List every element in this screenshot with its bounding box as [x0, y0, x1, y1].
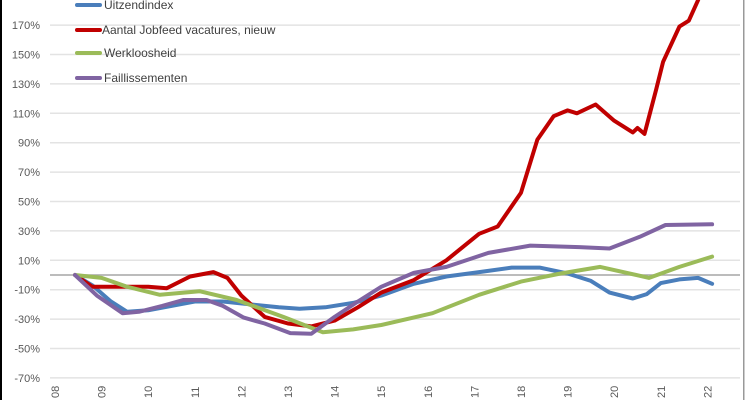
y-tick-label: -30%	[14, 314, 40, 326]
legend: Uitzendindex Aantal Jobfeed vacatures, n…	[75, 0, 276, 85]
legend-label-werkloosheid: Werkloosheid	[104, 46, 176, 60]
x-tick-label: 19	[563, 386, 575, 398]
x-tick-label: 09	[97, 386, 109, 398]
series-line-faillissementen	[73, 222, 715, 336]
x-tick-label: 13	[283, 386, 295, 398]
y-tick-label: 150%	[12, 50, 40, 62]
frame-left-border	[0, 0, 2, 400]
y-tick-label: -70%	[14, 373, 40, 385]
x-tick-label: 21	[656, 386, 668, 398]
y-tick-label: 130%	[12, 79, 40, 91]
frame-right-border	[743, 0, 745, 400]
legend-label-faillissementen: Faillissementen	[104, 71, 187, 85]
series-line-aantal-jobfeed-vacatures-nieuw	[73, 0, 701, 329]
x-tick-label: 08	[50, 386, 62, 398]
x-tick-label: 20	[609, 386, 621, 398]
x-tick-label: 10	[143, 386, 155, 398]
y-tick-label: -10%	[14, 285, 40, 297]
legend-label-uitzendindex: Uitzendindex	[104, 0, 173, 12]
legend-label-jobfeed: Aantal Jobfeed vacatures, nieuw	[102, 23, 276, 37]
y-tick-label: 110%	[13, 108, 41, 120]
x-tick-label: 18	[516, 386, 528, 398]
x-tick-label: 15	[376, 386, 388, 398]
y-tick-label: 30%	[18, 226, 40, 238]
x-tick-label: 14	[330, 386, 342, 398]
y-tick-label: 70%	[18, 167, 40, 179]
x-tick-label: 12	[236, 386, 248, 398]
y-tick-label: 50%	[18, 197, 40, 209]
y-tick-label: 90%	[18, 138, 40, 150]
x-tick-label: 11	[190, 387, 202, 398]
x-tick-label: 22	[702, 386, 714, 398]
x-tick-label: 16	[423, 386, 435, 398]
y-tick-label: -50%	[14, 344, 40, 356]
y-tick-label: 10%	[18, 255, 40, 267]
series-line-werkloosheid	[73, 254, 715, 335]
x-tick-label: 17	[469, 386, 481, 398]
y-tick-label: 170%	[12, 20, 40, 32]
